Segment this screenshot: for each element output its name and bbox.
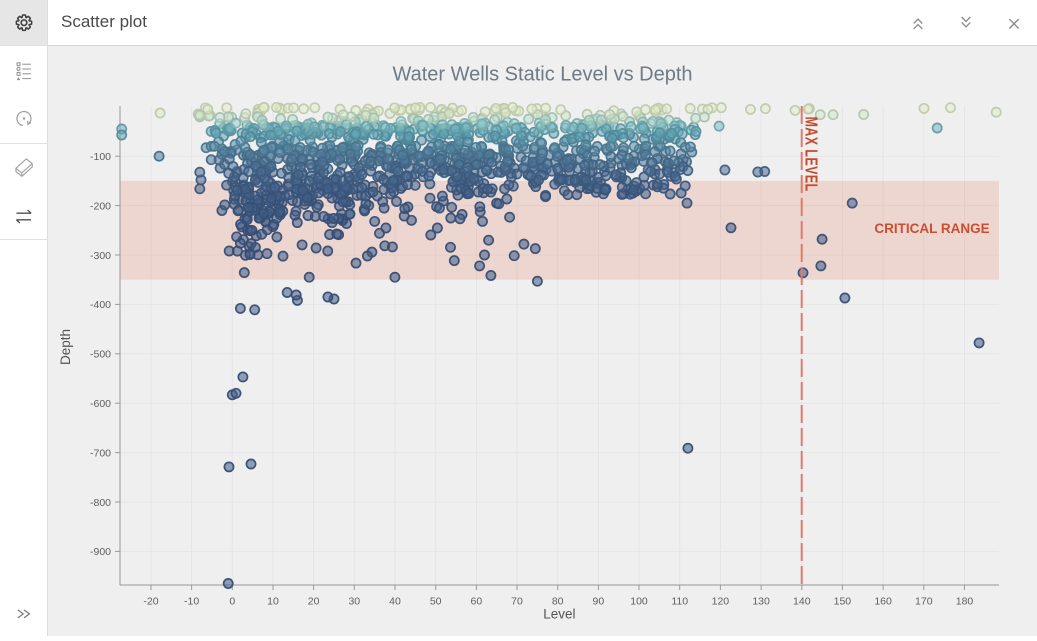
svg-text:180: 180 — [956, 596, 974, 608]
svg-text:160: 160 — [874, 596, 892, 608]
svg-text:110: 110 — [671, 596, 688, 608]
svg-text:40: 40 — [389, 596, 401, 608]
svg-text:-900: -900 — [90, 546, 111, 558]
svg-text:-400: -400 — [90, 299, 111, 311]
svg-text:50: 50 — [430, 596, 442, 608]
svg-text:Level: Level — [543, 607, 575, 622]
svg-text:-700: -700 — [90, 447, 111, 459]
svg-text:0: 0 — [229, 596, 235, 608]
svg-text:-10: -10 — [184, 596, 199, 608]
svg-text:130: 130 — [752, 596, 770, 608]
svg-text:-200: -200 — [90, 200, 111, 212]
svg-text:Water Wells Static Level vs De: Water Wells Static Level vs Depth — [392, 64, 692, 86]
svg-text:CRITICAL RANGE: CRITICAL RANGE — [874, 221, 989, 236]
svg-text:100: 100 — [630, 596, 648, 608]
svg-text:170: 170 — [915, 596, 933, 608]
svg-text:90: 90 — [593, 596, 605, 608]
svg-text:-300: -300 — [90, 250, 111, 262]
svg-text:-100: -100 — [90, 151, 111, 163]
svg-text:MAX LEVEL: MAX LEVEL — [801, 117, 821, 192]
svg-text:-20: -20 — [143, 596, 158, 608]
svg-text:-500: -500 — [90, 349, 111, 361]
svg-text:30: 30 — [348, 596, 360, 608]
svg-text:-600: -600 — [90, 398, 111, 410]
svg-text:Depth: Depth — [58, 329, 73, 365]
svg-text:70: 70 — [511, 596, 523, 608]
svg-text:60: 60 — [471, 596, 483, 608]
svg-text:20: 20 — [308, 596, 320, 608]
svg-text:140: 140 — [793, 596, 811, 608]
svg-text:-800: -800 — [90, 497, 111, 509]
svg-text:120: 120 — [712, 596, 730, 608]
svg-text:10: 10 — [267, 596, 279, 608]
svg-text:80: 80 — [552, 596, 564, 608]
svg-text:150: 150 — [834, 596, 852, 608]
